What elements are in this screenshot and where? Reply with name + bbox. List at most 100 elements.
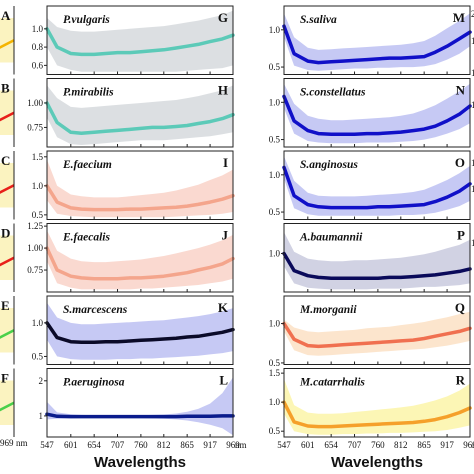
confidence-band bbox=[47, 230, 233, 290]
x-tick-label: 812 bbox=[394, 440, 408, 450]
panel-p: 1.0 A.baumannii P bbox=[269, 223, 472, 293]
panel-frame bbox=[46, 295, 234, 365]
series-line bbox=[45, 321, 235, 345]
panel-frame bbox=[46, 368, 234, 438]
x-tick-label: 601 bbox=[301, 440, 315, 450]
left-edge-band bbox=[0, 163, 14, 208]
panel-frame bbox=[283, 223, 471, 293]
x-tick-label: 865 bbox=[417, 440, 431, 450]
panel-letter: Q bbox=[455, 300, 465, 315]
panel-g: 0.6 0.8 1.0 P.vulgaris G bbox=[32, 5, 235, 75]
y-tick-label: 0.5 bbox=[32, 210, 44, 220]
y-tick-label: 1.0 bbox=[32, 24, 44, 34]
left-edge-panel: E bbox=[0, 296, 15, 365]
panel-letter: P bbox=[457, 228, 465, 243]
series-line bbox=[45, 101, 235, 136]
panel-h: 0.75 1.00 P.mirabilis H bbox=[27, 78, 235, 148]
y-tick-label: 1.0 bbox=[269, 397, 281, 407]
series-line bbox=[282, 165, 472, 210]
panel-frame bbox=[46, 78, 234, 148]
panel-frame bbox=[283, 150, 471, 220]
panel-organism-name: P.aeruginosa bbox=[63, 377, 125, 389]
panel-frame bbox=[46, 150, 234, 220]
right-edge-tick: 1 bbox=[471, 36, 474, 46]
x-tick-label: 707 bbox=[111, 440, 125, 450]
left-edge-letter: B bbox=[1, 81, 10, 96]
left-edge-band bbox=[0, 90, 14, 135]
x-unit-label: nm bbox=[235, 440, 247, 450]
confidence-band bbox=[47, 159, 233, 218]
panel-organism-name: P.vulgaris bbox=[63, 14, 110, 26]
panel-letter: R bbox=[456, 373, 466, 388]
panel-frame bbox=[283, 78, 471, 148]
x-tick-label: 917 bbox=[440, 440, 454, 450]
left-edge-line bbox=[0, 184, 15, 194]
panel-organism-name: S.saliva bbox=[300, 14, 337, 26]
x-tick-label: 707 bbox=[348, 440, 362, 450]
left-edge-band bbox=[0, 308, 14, 353]
confidence-band bbox=[47, 10, 233, 72]
y-tick-label: 0.5 bbox=[269, 426, 281, 436]
series-line bbox=[45, 246, 235, 281]
left-edge-unit: nm bbox=[16, 438, 28, 448]
panel-letter: N bbox=[456, 83, 466, 98]
y-tick-label: 1.0 bbox=[32, 318, 44, 328]
left-edge-line bbox=[0, 401, 15, 412]
left-edge-band bbox=[0, 235, 14, 280]
y-tick-label: 0.8 bbox=[32, 42, 44, 52]
x-tick-label: 969 bbox=[226, 440, 240, 450]
panel-frame bbox=[283, 368, 471, 438]
y-tick-label: 0.5 bbox=[269, 207, 281, 217]
y-tick-label: 1.0 bbox=[269, 248, 281, 258]
x-tick-label: 654 bbox=[87, 440, 101, 450]
series-line bbox=[282, 94, 472, 137]
x-tick-label: 760 bbox=[371, 440, 385, 450]
left-edge-panel: B bbox=[0, 78, 15, 147]
left-edge-tick: 969 bbox=[0, 438, 14, 448]
panel-organism-name: S.anginosus bbox=[300, 159, 358, 171]
left-edge-line bbox=[0, 256, 15, 267]
left-edge-letter: A bbox=[1, 8, 11, 23]
panel-frame bbox=[283, 295, 471, 365]
y-tick-label: 1.0 bbox=[269, 25, 281, 35]
x-tick-label: 601 bbox=[64, 440, 78, 450]
y-tick-label: 1.0 bbox=[269, 97, 281, 107]
panel-organism-name: E.faecium bbox=[62, 159, 112, 171]
panel-organism-name: A.baumannii bbox=[299, 232, 363, 244]
x-axis-title: Wavelengths bbox=[94, 454, 186, 471]
panel-j: 0.75 1.00 1.25 E.faecalis J bbox=[27, 221, 235, 293]
y-tick-label: 1.00 bbox=[27, 98, 43, 108]
panel-organism-name: S.marcescens bbox=[63, 304, 128, 316]
panel-frame bbox=[46, 5, 234, 75]
y-tick-label: 1 bbox=[39, 411, 44, 421]
series-line bbox=[282, 251, 472, 281]
x-tick-label: 760 bbox=[134, 440, 148, 450]
panel-frame bbox=[46, 223, 234, 293]
left-edge-panel: A bbox=[0, 6, 15, 75]
left-edge-letter: F bbox=[1, 371, 9, 386]
series-line bbox=[282, 400, 472, 429]
panel-letter: I bbox=[223, 155, 228, 170]
series-line bbox=[45, 412, 235, 419]
panel-letter: O bbox=[455, 155, 465, 170]
left-edge-panel: C bbox=[0, 151, 15, 220]
panel-organism-name: S.constellatus bbox=[300, 87, 366, 99]
panel-organism-name: P.mirabilis bbox=[63, 87, 114, 99]
panel-q: 0.5 1.0 M.morganii Q bbox=[269, 295, 472, 368]
confidence-band bbox=[47, 302, 233, 360]
left-edge-band bbox=[0, 18, 14, 63]
x-tick-label: 547 bbox=[40, 440, 54, 450]
x-tick-label: 547 bbox=[277, 440, 291, 450]
confidence-band bbox=[47, 85, 233, 145]
series-line bbox=[282, 321, 472, 349]
x-unit-label: nm bbox=[472, 440, 474, 450]
panel-o: 0.5 1.0 S.anginosus O bbox=[269, 150, 472, 220]
y-tick-label: 2 bbox=[39, 376, 44, 386]
series-line bbox=[282, 24, 472, 65]
panel-l: 1 2 P.aeruginosa L bbox=[39, 368, 235, 438]
panel-organism-name: E.faecalis bbox=[62, 232, 110, 244]
y-tick-label: 0.6 bbox=[32, 60, 44, 70]
y-tick-label: 0.5 bbox=[32, 351, 44, 361]
x-axis-title: Wavelengths bbox=[331, 454, 423, 471]
